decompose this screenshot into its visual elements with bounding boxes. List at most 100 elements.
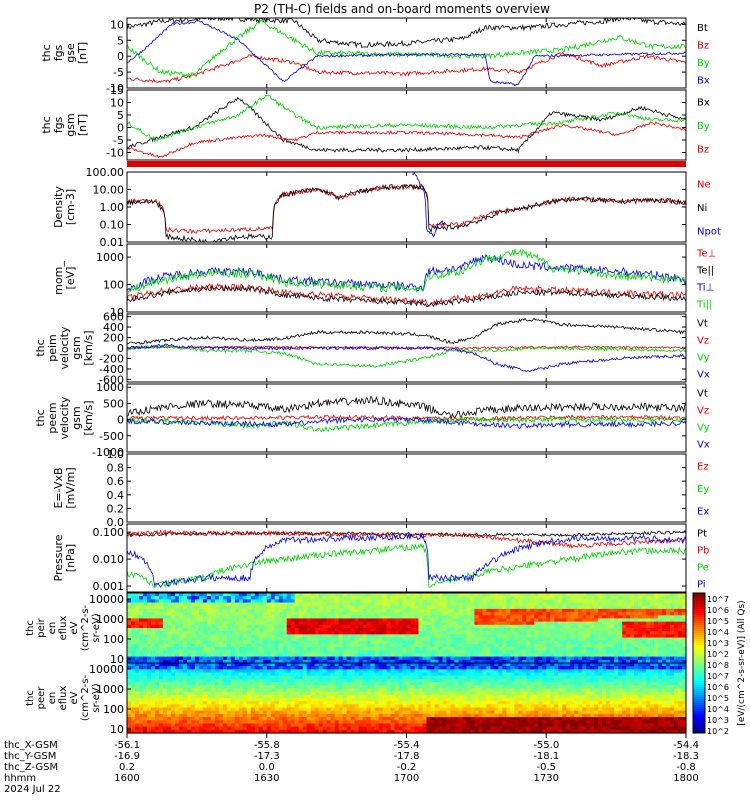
ytick-label: 0.010 <box>93 553 125 566</box>
ytick-label: 15 <box>110 84 124 97</box>
ytick-label: -10 <box>106 147 124 160</box>
ylabel-line: [km/s] <box>82 330 95 365</box>
ylabel-line: [km/s] <box>82 400 95 435</box>
legend-Pi: Pi <box>697 580 706 591</box>
panel-frame <box>127 244 686 312</box>
ytick-label: 1.0 <box>107 448 125 461</box>
ytick-label: -5 <box>113 134 124 147</box>
ylabel-line: [eV] <box>64 267 77 290</box>
legend-Vy: Vy <box>697 353 710 364</box>
legend-By: By <box>697 121 710 132</box>
panel-density: 100.0010.001.000.100.01Density[cm-3]NeNi… <box>52 166 721 249</box>
legend-Ti||: Ti|| <box>696 300 712 311</box>
legend-By: By <box>697 58 710 69</box>
series-Ni <box>127 185 686 244</box>
ytick-label: 1000 <box>96 381 124 394</box>
legend-Vy: Vy <box>697 423 710 434</box>
legend-Ne: Ne <box>697 180 711 191</box>
ytick-label: 1000 <box>96 251 124 264</box>
ytick-label: 0.01 <box>100 236 125 249</box>
legend-Bx: Bx <box>697 98 710 109</box>
series-Bx <box>127 98 686 152</box>
series-Ne <box>127 185 686 233</box>
ylabel-line: thc <box>25 620 36 636</box>
ytick-label: 10000 <box>89 593 124 606</box>
ylabel-line: eV <box>69 621 80 634</box>
plot-title: P2 (TH-C) fields and on-board moments ov… <box>254 2 550 16</box>
legend-Te||: Te|| <box>696 266 714 277</box>
ylabel-line: [cm-3] <box>64 189 77 225</box>
ytick-label: 100 <box>103 279 124 292</box>
legend-Pb: Pb <box>697 546 709 557</box>
status-bar <box>127 161 686 167</box>
legend-Ni: Ni <box>697 203 707 214</box>
ylabel-line: peir <box>36 617 47 637</box>
legend-Vt: Vt <box>697 319 708 330</box>
ytick-label: 5 <box>117 34 124 47</box>
ytick-label: 500 <box>103 397 124 410</box>
legend-Ey: Ey <box>697 484 709 495</box>
panel-frame <box>127 454 686 522</box>
ylabel-line: eflux <box>58 616 69 641</box>
legend-Bt: Bt <box>697 23 708 34</box>
ylabel-line: [mV/m] <box>64 467 77 508</box>
ytick-label: 0.10 <box>100 219 125 232</box>
ytick-label: 0.2 <box>107 502 125 515</box>
ytick-label: -5 <box>113 66 124 79</box>
legend-Ez: Ez <box>697 461 709 472</box>
ytick-label: 0 <box>117 414 124 427</box>
legend-Vx: Vx <box>697 440 710 451</box>
legend-Bz: Bz <box>697 40 709 51</box>
ytick-label: 0.001 <box>93 580 125 593</box>
ytick-label: 0.4 <box>107 489 125 502</box>
series-Pe <box>127 544 686 587</box>
legend-Pt: Pt <box>697 529 707 540</box>
ylabel-line: [nT] <box>76 114 89 136</box>
ytick-label: 1.00 <box>100 201 125 214</box>
ytick-label: 0.8 <box>107 462 125 475</box>
ytick-label: 100.00 <box>86 166 125 179</box>
ytick-label: 0 <box>117 122 124 135</box>
ytick-label: -500 <box>99 430 124 443</box>
legend-Ti⊥: Ti⊥ <box>696 283 714 294</box>
series-Ti⊥ <box>127 255 686 291</box>
legend-Te⊥: Te⊥ <box>696 249 716 260</box>
ytick-label: 100 <box>103 633 124 646</box>
legend-Bz: Bz <box>697 144 709 155</box>
series-Bz <box>127 122 686 158</box>
ytick-label: 5 <box>117 109 124 122</box>
legend-Vt: Vt <box>697 389 708 400</box>
ytick-label: 0.100 <box>93 526 125 539</box>
ytick-label: 10 <box>110 97 124 110</box>
series-Bz <box>127 53 686 83</box>
legend-Pe: Pe <box>697 563 709 574</box>
series-Pi <box>127 534 686 588</box>
legend-Vz: Vz <box>697 336 709 347</box>
ytick-label: 10.00 <box>93 184 125 197</box>
ytick-label: 0 <box>117 50 124 63</box>
ylabel-line: [nT] <box>76 42 89 64</box>
legend-Bx: Bx <box>697 75 710 86</box>
ylabel-line: [nPa] <box>64 544 77 572</box>
legend-Vx: Vx <box>697 370 710 381</box>
ylabel-line: en <box>47 622 58 635</box>
legend-Ex: Ex <box>697 507 709 518</box>
ytick-label: 0.6 <box>107 475 125 488</box>
ytick-label: 10 <box>110 18 124 31</box>
ylabel-line: (cm^2-s- <box>80 604 91 651</box>
ylabel-line: sr-eV) <box>91 613 102 642</box>
legend-Npot: Npot <box>697 226 721 237</box>
legend-Vz: Vz <box>697 406 709 417</box>
series-Vt <box>127 319 686 345</box>
